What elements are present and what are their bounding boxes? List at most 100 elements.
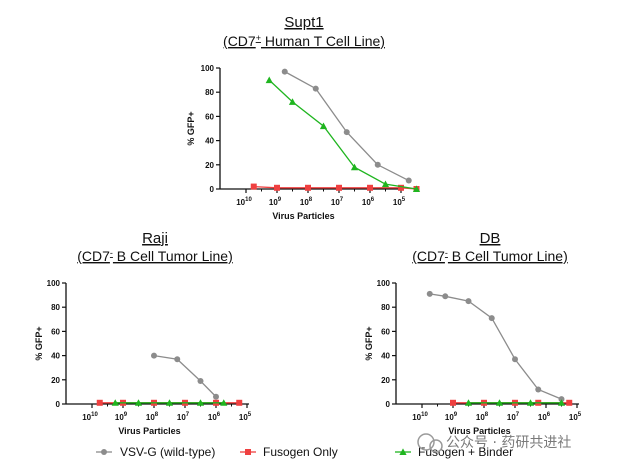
chart-title: DB (480, 230, 501, 247)
x-tick-label: 107 (331, 197, 344, 207)
data-point-vsv (558, 396, 565, 403)
chart-subtitle: (CD7- B Cell Tumor Line) (412, 248, 568, 264)
y-tick-label: 80 (51, 303, 60, 312)
y-tick-label: 0 (56, 400, 61, 409)
x-tick-exponent: 6 (547, 412, 551, 418)
y-tick-label: 80 (205, 88, 214, 97)
wechat-icon (417, 433, 435, 451)
x-tick-exponent: 10 (245, 197, 252, 203)
data-point-fusogen-binder (557, 399, 566, 406)
data-point-vsv (281, 68, 288, 75)
x-axis-label: Virus Particles (448, 426, 510, 436)
x-tick-label: 1010 (236, 197, 252, 207)
data-point-vsv (312, 85, 319, 92)
data-point-vsv (151, 352, 157, 359)
x-tick-label: 106 (538, 412, 551, 422)
chart-subtitle: (CD7+ Human T Cell Line) (223, 33, 385, 49)
x-tick-base: 10 (445, 413, 454, 422)
y-axis-label: % GFP+ (34, 326, 44, 360)
y-axis-label: % GFP+ (186, 111, 196, 145)
x-tick-label: 109 (445, 412, 458, 422)
subtitle-superscript: - (110, 248, 113, 258)
x-tick-base: 10 (393, 198, 402, 207)
x-tick-base: 10 (412, 413, 421, 422)
x-tick-label: 108 (476, 412, 489, 422)
y-tick-label: 0 (210, 185, 215, 194)
subtitle-rest: B Cell Tumor Line) (448, 248, 568, 264)
x-tick-exponent: 10 (421, 412, 428, 418)
chart-panel-2: DB(CD7- B Cell Tumor Line)02040608010010… (364, 230, 582, 436)
y-tick-label: 100 (201, 64, 215, 73)
data-point-fusogen-only (336, 184, 342, 191)
data-point-vsv (343, 129, 350, 136)
x-tick-base: 10 (507, 413, 516, 422)
x-tick-label: 107 (507, 412, 520, 422)
data-point-fusogen-binder (464, 399, 473, 406)
subtitle-main: (CD7 (77, 248, 110, 264)
x-tick-base: 10 (146, 413, 155, 422)
x-tick-base: 10 (82, 413, 91, 422)
watermark: 公众号 · 药研共进社 (417, 433, 571, 453)
x-tick-exponent: 8 (485, 412, 489, 418)
x-tick-exponent: 5 (248, 412, 252, 418)
x-tick-exponent: 5 (578, 412, 582, 418)
data-point-vsv (465, 298, 472, 305)
data-point-fusogen-binder (265, 76, 273, 84)
x-tick-label: 105 (569, 412, 582, 422)
x-tick-exponent: 8 (155, 412, 159, 418)
data-point-fusogen-only (566, 399, 573, 406)
x-tick-base: 10 (236, 198, 245, 207)
x-tick-exponent: 7 (516, 412, 520, 418)
data-point-fusogen-only (305, 184, 311, 191)
chart-panel-1: Raji(CD7- B Cell Tumor Line)020406080100… (34, 230, 252, 436)
x-tick-base: 10 (115, 413, 124, 422)
y-tick-label: 80 (381, 303, 390, 312)
y-tick-label: 100 (47, 279, 61, 288)
series-line-vsv (153, 354, 217, 398)
x-tick-exponent: 7 (186, 412, 190, 418)
data-point-fusogen-binder (350, 163, 359, 171)
y-tick-label: 60 (381, 327, 390, 336)
y-tick-label: 20 (381, 376, 390, 385)
chart-title: Supt1 (284, 14, 323, 31)
wechat-icon-bubble (429, 439, 443, 453)
series-line-vsv (284, 71, 410, 182)
legend-marker (399, 448, 407, 455)
x-tick-base: 10 (269, 198, 278, 207)
data-point-fusogen-binder (196, 399, 205, 406)
data-point-fusogen-binder (526, 399, 535, 406)
x-tick-label: 108 (300, 197, 313, 207)
x-axis-label: Virus Particles (118, 426, 180, 436)
data-point-vsv (442, 293, 449, 300)
series-line-fusogen-binder (268, 79, 417, 190)
x-tick-label: 107 (177, 412, 190, 422)
y-tick-label: 40 (381, 352, 390, 361)
x-tick-label: 1010 (412, 412, 428, 422)
data-point-fusogen-binder (134, 399, 143, 406)
legend-item-fusogen-only: Fusogen Only (240, 445, 338, 459)
x-tick-label: 109 (115, 412, 128, 422)
chart-panel-0: Supt1 (CD7+ Human T Cell Line) 0 20 40 60 80 10… (186, 14, 421, 221)
subtitle-main: (CD7 (412, 248, 445, 264)
x-tick-exponent: 9 (278, 197, 282, 203)
data-point-fusogen-binder (412, 185, 421, 192)
data-point-fusogen-only (96, 399, 103, 406)
subtitle-superscript: + (256, 33, 261, 43)
watermark-text: 公众号 · 药研共进社 (446, 435, 571, 451)
subtitle-rest: Human T Cell Line) (261, 33, 385, 49)
x-tick-base: 10 (300, 198, 309, 207)
legend-label: Fusogen Only (263, 445, 338, 459)
y-tick-label: 0 (386, 400, 391, 409)
y-axis-label: % GFP+ (364, 326, 374, 360)
data-point-fusogen-only (367, 184, 373, 191)
data-point-fusogen-only (236, 399, 243, 406)
x-tick-exponent: 10 (91, 412, 98, 418)
data-point-fusogen-binder (220, 399, 228, 406)
x-tick-base: 10 (476, 413, 485, 422)
x-tick-base: 10 (331, 198, 340, 207)
chart-title: Raji (142, 230, 168, 247)
data-point-fusogen-only (250, 183, 257, 190)
data-point-fusogen-only (274, 184, 280, 191)
y-tick-label: 40 (205, 137, 214, 146)
x-tick-exponent: 7 (340, 197, 344, 203)
